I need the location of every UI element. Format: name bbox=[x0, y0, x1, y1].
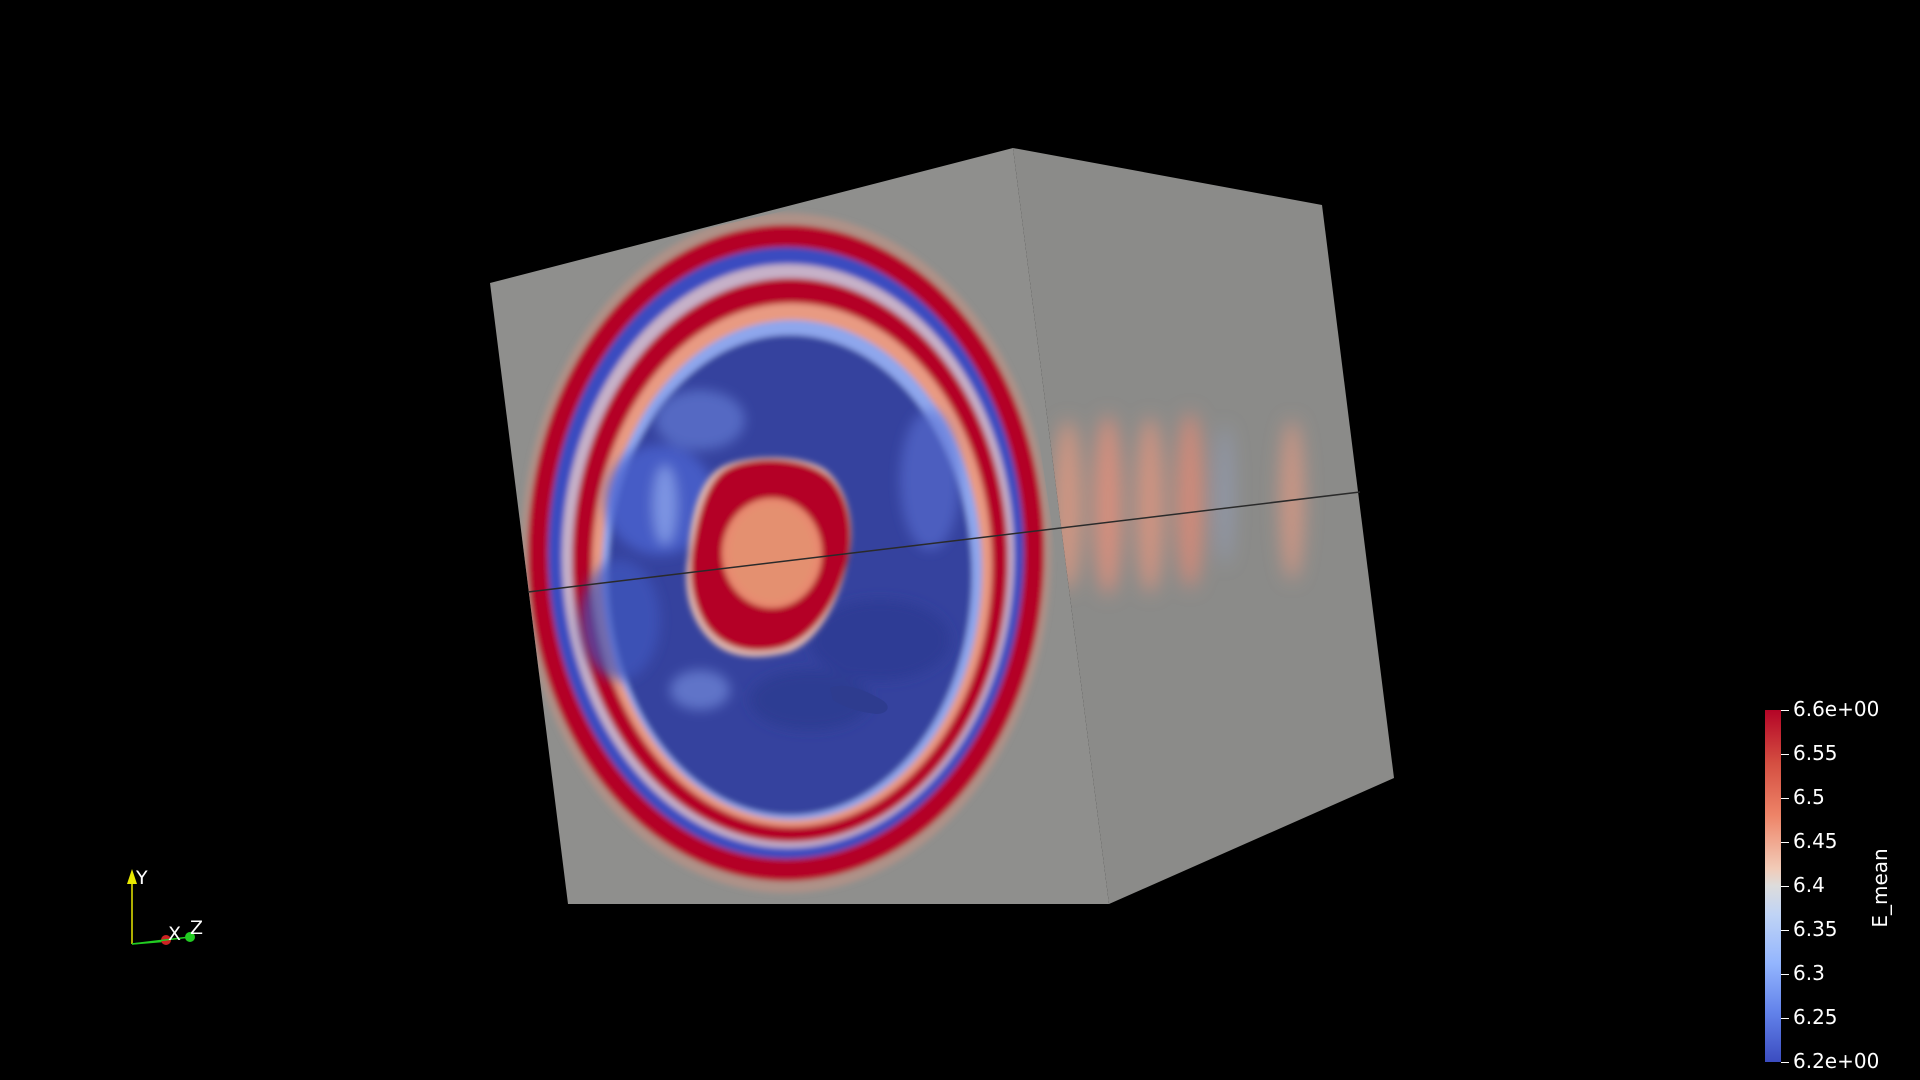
color-legend-tick-label: 6.6e+00 bbox=[1793, 697, 1880, 721]
front-scalar-field bbox=[521, 213, 1051, 893]
color-legend-tick-label: 6.25 bbox=[1793, 1005, 1838, 1029]
slice-line bbox=[527, 491, 1361, 593]
axis-y-label: Y bbox=[136, 867, 148, 889]
axis-x-label: X bbox=[168, 923, 182, 945]
color-legend-tick-label: 6.55 bbox=[1793, 741, 1838, 765]
axis-z-label: Z bbox=[190, 917, 204, 939]
color-legend-tick-label: 6.2e+00 bbox=[1793, 1049, 1880, 1073]
color-legend-tick bbox=[1781, 886, 1789, 887]
color-legend-strip bbox=[1765, 710, 1781, 1062]
color-legend-tick-label: 6.4 bbox=[1793, 873, 1825, 897]
color-legend-tick-label: 6.5 bbox=[1793, 785, 1825, 809]
color-legend-tick bbox=[1781, 1062, 1789, 1063]
color-legend-tick bbox=[1781, 842, 1789, 843]
color-legend-tick bbox=[1781, 930, 1789, 931]
isosurface-fragment bbox=[830, 685, 888, 714]
color-legend-tick bbox=[1781, 798, 1789, 799]
orientation-axes bbox=[127, 869, 195, 945]
color-legend[interactable]: 6.6e+00 6.55 6.5 6.45 6.4 6.35 6.3 6.25 6.2e+00 bbox=[1765, 699, 1895, 1071]
color-legend-tick bbox=[1781, 1018, 1789, 1019]
color-legend-tick bbox=[1781, 710, 1789, 711]
color-legend-title: E_mean bbox=[1868, 848, 1892, 928]
color-legend-tick-label: 6.3 bbox=[1793, 961, 1825, 985]
color-legend-tick-label: 6.45 bbox=[1793, 829, 1838, 853]
color-legend-tick-label: 6.35 bbox=[1793, 917, 1838, 941]
box-side-face bbox=[1013, 148, 1394, 904]
color-legend-tick bbox=[1781, 754, 1789, 755]
color-legend-tick bbox=[1781, 974, 1789, 975]
